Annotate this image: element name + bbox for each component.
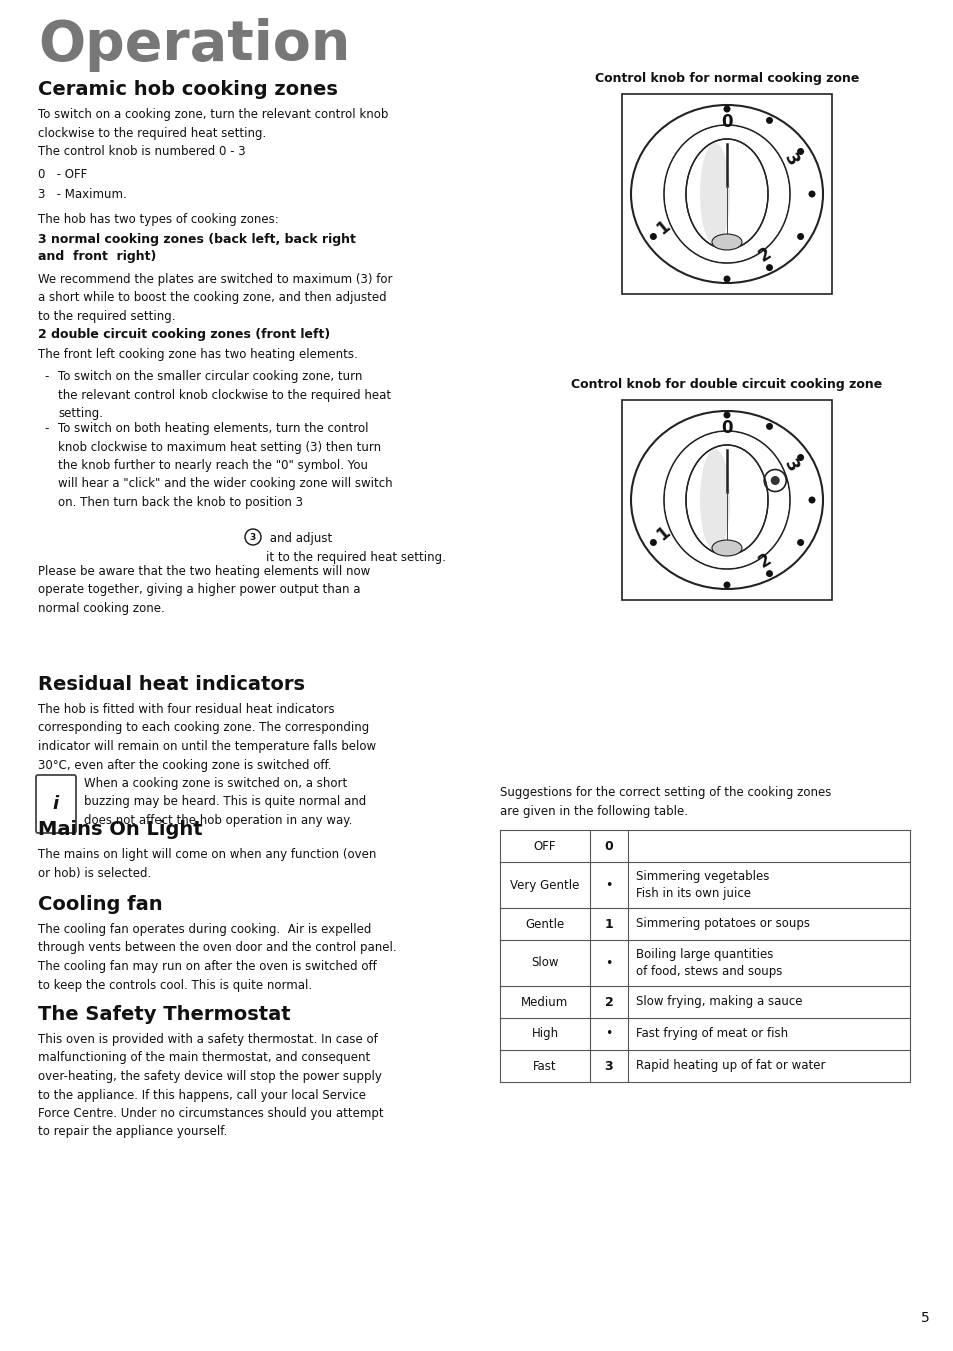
Ellipse shape: [700, 143, 729, 245]
Circle shape: [722, 412, 730, 419]
Circle shape: [722, 105, 730, 112]
Text: This oven is provided with a safety thermostat. In case of
malfunctioning of the: This oven is provided with a safety ther…: [38, 1034, 383, 1139]
Text: Slow: Slow: [531, 957, 558, 970]
Text: 1: 1: [653, 523, 673, 544]
Circle shape: [797, 149, 803, 155]
Text: and adjust
it to the required heat setting.: and adjust it to the required heat setti…: [266, 532, 445, 563]
Text: -: -: [44, 422, 49, 435]
Ellipse shape: [685, 139, 767, 249]
Text: Suggestions for the correct setting of the cooking zones
are given in the follow: Suggestions for the correct setting of t…: [499, 786, 830, 817]
Text: Very Gentle: Very Gentle: [510, 878, 579, 892]
Circle shape: [649, 232, 657, 240]
Ellipse shape: [711, 540, 741, 557]
Text: Please be aware that the two heating elements will now
operate together, giving : Please be aware that the two heating ele…: [38, 565, 370, 615]
Bar: [621, 400, 831, 600]
Text: 1: 1: [653, 218, 673, 238]
Circle shape: [765, 263, 772, 272]
Text: To switch on both heating elements, turn the control
knob clockwise to maximum h: To switch on both heating elements, turn…: [58, 422, 393, 509]
Ellipse shape: [700, 449, 729, 551]
Text: Operation: Operation: [38, 18, 350, 72]
Text: 0: 0: [720, 113, 732, 131]
Text: The hob is fitted with four residual heat indicators
corresponding to each cooki: The hob is fitted with four residual hea…: [38, 703, 375, 771]
Text: Medium: Medium: [521, 996, 568, 1008]
Circle shape: [722, 581, 730, 589]
Text: 3 normal cooking zones (back left, back right
and  front  right): 3 normal cooking zones (back left, back …: [38, 232, 355, 263]
Text: •: •: [604, 957, 612, 970]
Circle shape: [722, 276, 730, 282]
Text: 2: 2: [755, 550, 774, 571]
Text: Simmering vegetables
Fish in its own juice: Simmering vegetables Fish in its own jui…: [636, 870, 768, 900]
Text: 2 double circuit cooking zones (front left): 2 double circuit cooking zones (front le…: [38, 328, 330, 340]
Text: •: •: [604, 878, 612, 892]
Text: High: High: [531, 1028, 558, 1040]
Text: 3   - Maximum.: 3 - Maximum.: [38, 188, 127, 201]
Text: •: •: [604, 1028, 612, 1040]
Text: Control knob for normal cooking zone: Control knob for normal cooking zone: [594, 72, 859, 85]
Text: Residual heat indicators: Residual heat indicators: [38, 676, 305, 694]
Text: The front left cooking zone has two heating elements.: The front left cooking zone has two heat…: [38, 349, 357, 361]
Circle shape: [797, 454, 803, 461]
Text: Rapid heating up of fat or water: Rapid heating up of fat or water: [636, 1059, 824, 1073]
Text: To switch on a cooking zone, turn the relevant control knob
clockwise to the req: To switch on a cooking zone, turn the re…: [38, 108, 388, 158]
Text: Ceramic hob cooking zones: Ceramic hob cooking zones: [38, 80, 337, 99]
Text: When a cooking zone is switched on, a short
buzzing may be heard. This is quite : When a cooking zone is switched on, a sh…: [84, 777, 366, 827]
Text: 5: 5: [921, 1310, 929, 1325]
Text: 3: 3: [780, 151, 801, 170]
Text: OFF: OFF: [533, 839, 556, 852]
Text: Simmering potatoes or soups: Simmering potatoes or soups: [636, 917, 809, 931]
Circle shape: [797, 539, 803, 546]
Text: 0   - OFF: 0 - OFF: [38, 168, 87, 181]
Text: 3: 3: [250, 532, 255, 542]
FancyBboxPatch shape: [36, 775, 76, 834]
Text: The cooling fan operates during cooking.  Air is expelled
through vents between : The cooling fan operates during cooking.…: [38, 923, 396, 992]
Circle shape: [649, 539, 657, 546]
Circle shape: [807, 190, 815, 197]
Ellipse shape: [711, 234, 741, 250]
Text: The Safety Thermostat: The Safety Thermostat: [38, 1005, 291, 1024]
Ellipse shape: [664, 432, 788, 567]
Text: Cooling fan: Cooling fan: [38, 894, 162, 915]
Text: 0: 0: [720, 419, 732, 436]
Text: Boiling large quantities
of food, stews and soups: Boiling large quantities of food, stews …: [636, 948, 781, 978]
Text: Control knob for double circuit cooking zone: Control knob for double circuit cooking …: [571, 378, 882, 390]
Text: The hob has two types of cooking zones:: The hob has two types of cooking zones:: [38, 213, 278, 226]
Circle shape: [770, 476, 779, 485]
Text: 1: 1: [604, 917, 613, 931]
Text: 3: 3: [780, 457, 801, 476]
Ellipse shape: [685, 444, 767, 555]
Text: 2: 2: [604, 996, 613, 1008]
Circle shape: [797, 232, 803, 240]
Text: We recommend the plates are switched to maximum (3) for
a short while to boost t: We recommend the plates are switched to …: [38, 273, 392, 323]
Text: 3: 3: [604, 1059, 613, 1073]
Text: Gentle: Gentle: [525, 917, 564, 931]
Text: Fast frying of meat or fish: Fast frying of meat or fish: [636, 1028, 787, 1040]
Text: Fast: Fast: [533, 1059, 557, 1073]
Circle shape: [765, 423, 772, 430]
Text: Mains On Light: Mains On Light: [38, 820, 202, 839]
Circle shape: [765, 118, 772, 124]
Text: -: -: [44, 370, 49, 382]
Circle shape: [807, 497, 815, 504]
Ellipse shape: [664, 126, 788, 262]
Text: To switch on the smaller circular cooking zone, turn
the relevant control knob c: To switch on the smaller circular cookin…: [58, 370, 391, 420]
Text: i: i: [52, 794, 59, 813]
Circle shape: [765, 570, 772, 577]
Text: The mains on light will come on when any function (oven
or hob) is selected.: The mains on light will come on when any…: [38, 848, 376, 880]
Bar: [621, 95, 831, 295]
Text: 0: 0: [604, 839, 613, 852]
Text: Slow frying, making a sauce: Slow frying, making a sauce: [636, 996, 801, 1008]
Text: 2: 2: [755, 245, 774, 266]
